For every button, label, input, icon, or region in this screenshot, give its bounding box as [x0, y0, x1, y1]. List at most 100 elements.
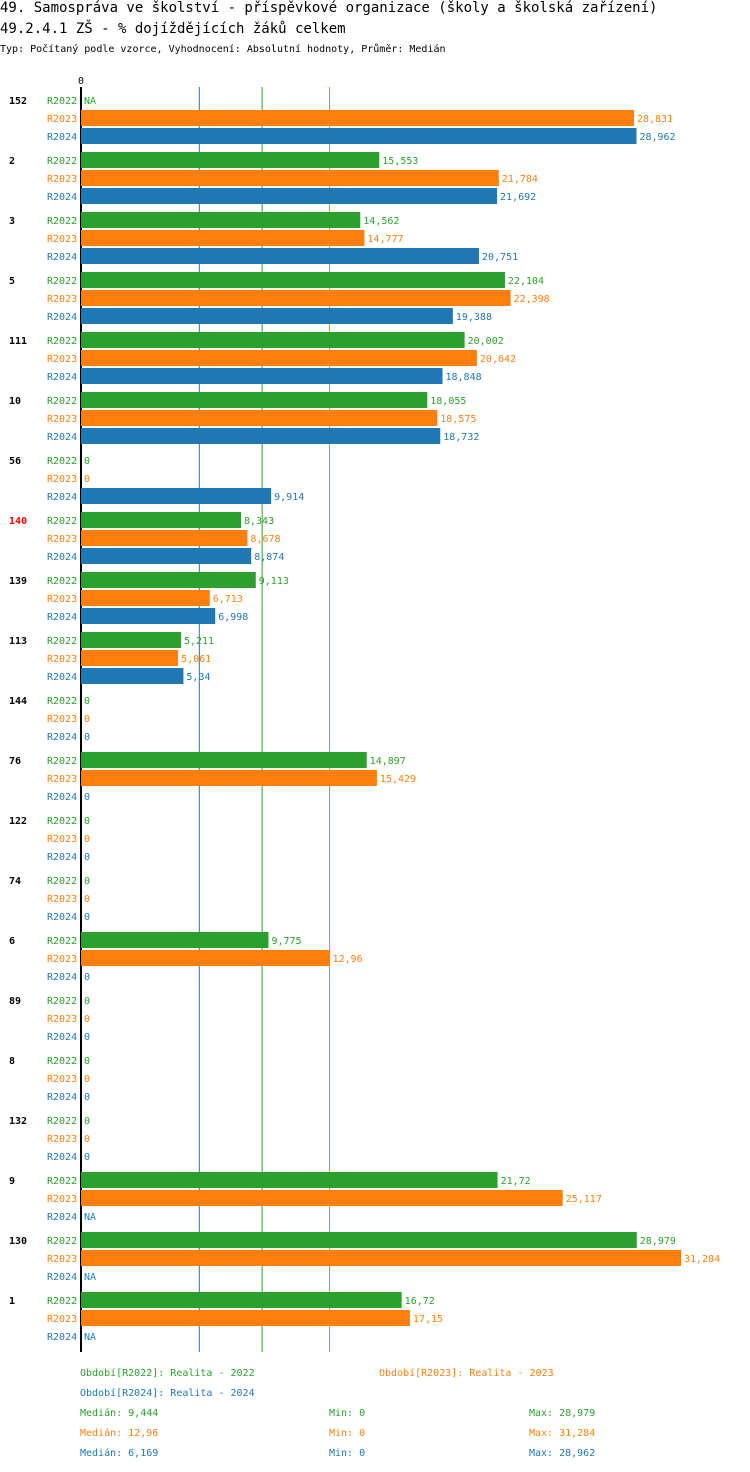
series-label: R2022	[47, 876, 77, 887]
series-label: R2022	[47, 336, 77, 347]
group-label: 130	[9, 1236, 27, 1247]
bar	[81, 548, 252, 564]
data-label: 0	[84, 1092, 90, 1103]
group-label: 56	[9, 456, 21, 467]
data-label: 0	[84, 834, 90, 845]
series-label: R2024	[47, 552, 77, 563]
series-label: R2022	[47, 456, 77, 467]
series-label: R2023	[47, 894, 77, 905]
series-label: R2023	[47, 474, 77, 485]
group-label: 9	[9, 1176, 15, 1187]
data-label: 19,388	[456, 312, 492, 323]
series-label: R2024	[47, 1272, 77, 1283]
bar	[81, 1250, 681, 1266]
series-label: R2024	[47, 192, 77, 203]
data-label: 5,211	[184, 636, 214, 647]
data-label: 9,914	[274, 492, 304, 503]
bar	[81, 770, 377, 786]
series-label: R2023	[47, 114, 77, 125]
data-label: 8,678	[250, 534, 280, 545]
data-label: 5,34	[186, 672, 210, 683]
group-label: 2	[9, 156, 15, 167]
bar	[81, 752, 367, 768]
series-label: R2022	[47, 516, 77, 527]
series-label: R2024	[47, 492, 77, 503]
bar	[81, 230, 365, 246]
series-label: R2023	[47, 1254, 77, 1265]
bar	[81, 488, 272, 504]
data-label: 14,897	[370, 756, 406, 767]
legend-max-r2024: Max: 28,962	[529, 1448, 596, 1459]
data-label: 25,117	[566, 1194, 602, 1205]
bar	[81, 248, 479, 264]
axis-zero-label: 0	[78, 76, 84, 87]
series-label: R2023	[47, 414, 77, 425]
data-label: 0	[84, 876, 90, 887]
legend-period-r2022: Období[R2022]: Realita - 2022	[80, 1368, 255, 1379]
legend-period-r2023: Období[R2023]: Realita - 2023	[379, 1368, 554, 1379]
series-label: R2022	[47, 1296, 77, 1307]
bar	[81, 608, 216, 624]
series-label: R2022	[47, 156, 77, 167]
bar	[81, 170, 499, 186]
group-label: 8	[9, 1056, 15, 1067]
series-label: R2023	[47, 714, 77, 725]
group-label: 1	[9, 1296, 15, 1307]
data-label: 0	[84, 1056, 90, 1067]
data-label: 18,848	[445, 372, 481, 383]
data-label: 0	[84, 894, 90, 905]
series-label: R2023	[47, 1134, 77, 1145]
data-label: 21,784	[502, 174, 538, 185]
series-label: R2023	[47, 594, 77, 605]
data-label: 0	[84, 456, 90, 467]
series-label: R2024	[47, 732, 77, 743]
data-label: 6,713	[213, 594, 243, 605]
series-label: R2024	[47, 972, 77, 983]
data-label: 15,553	[382, 156, 418, 167]
group-label: 132	[9, 1116, 27, 1127]
data-label: 8,343	[244, 516, 274, 527]
bar	[81, 632, 181, 648]
group-label: 5	[9, 276, 15, 287]
group-label: 89	[9, 996, 21, 1007]
bar	[81, 152, 380, 168]
data-label: 20,751	[482, 252, 518, 263]
bar	[81, 350, 477, 366]
bar	[81, 512, 242, 528]
series-label: R2022	[47, 756, 77, 767]
group-label: 152	[9, 96, 27, 107]
series-label: R2022	[47, 936, 77, 947]
series-label: R2024	[47, 672, 77, 683]
bar	[81, 308, 453, 324]
data-label: NA	[84, 96, 96, 107]
group-label: 10	[9, 396, 21, 407]
bar	[81, 212, 361, 228]
series-label: R2024	[47, 132, 77, 143]
series-label: R2024	[47, 1212, 77, 1223]
series-label: R2023	[47, 1314, 77, 1325]
series-label: R2023	[47, 294, 77, 305]
legend-min-r2023: Min: 0	[329, 1428, 366, 1439]
legend-period-r2024: Období[R2024]: Realita - 2024	[80, 1388, 255, 1399]
data-label: 0	[84, 792, 90, 803]
data-label: 8,874	[254, 552, 284, 563]
data-label: 18,055	[430, 396, 466, 407]
series-label: R2022	[47, 696, 77, 707]
data-label: 0	[84, 912, 90, 923]
data-label: 0	[84, 1074, 90, 1085]
data-label: 14,777	[367, 234, 403, 245]
legend-max-r2022: Max: 28,979	[529, 1408, 596, 1419]
legend-max-r2023: Max: 31,284	[529, 1428, 596, 1439]
data-label: 0	[84, 732, 90, 743]
series-label: R2024	[47, 372, 77, 383]
data-label: 9,775	[271, 936, 301, 947]
data-label: 20,002	[468, 336, 504, 347]
group-label: 3	[9, 216, 15, 227]
data-label: 12,96	[333, 954, 363, 965]
data-label: 0	[84, 1152, 90, 1163]
bar	[81, 110, 634, 126]
bar	[81, 1172, 498, 1188]
bar	[81, 1310, 410, 1326]
series-label: R2022	[47, 996, 77, 1007]
data-label: 21,692	[500, 192, 536, 203]
